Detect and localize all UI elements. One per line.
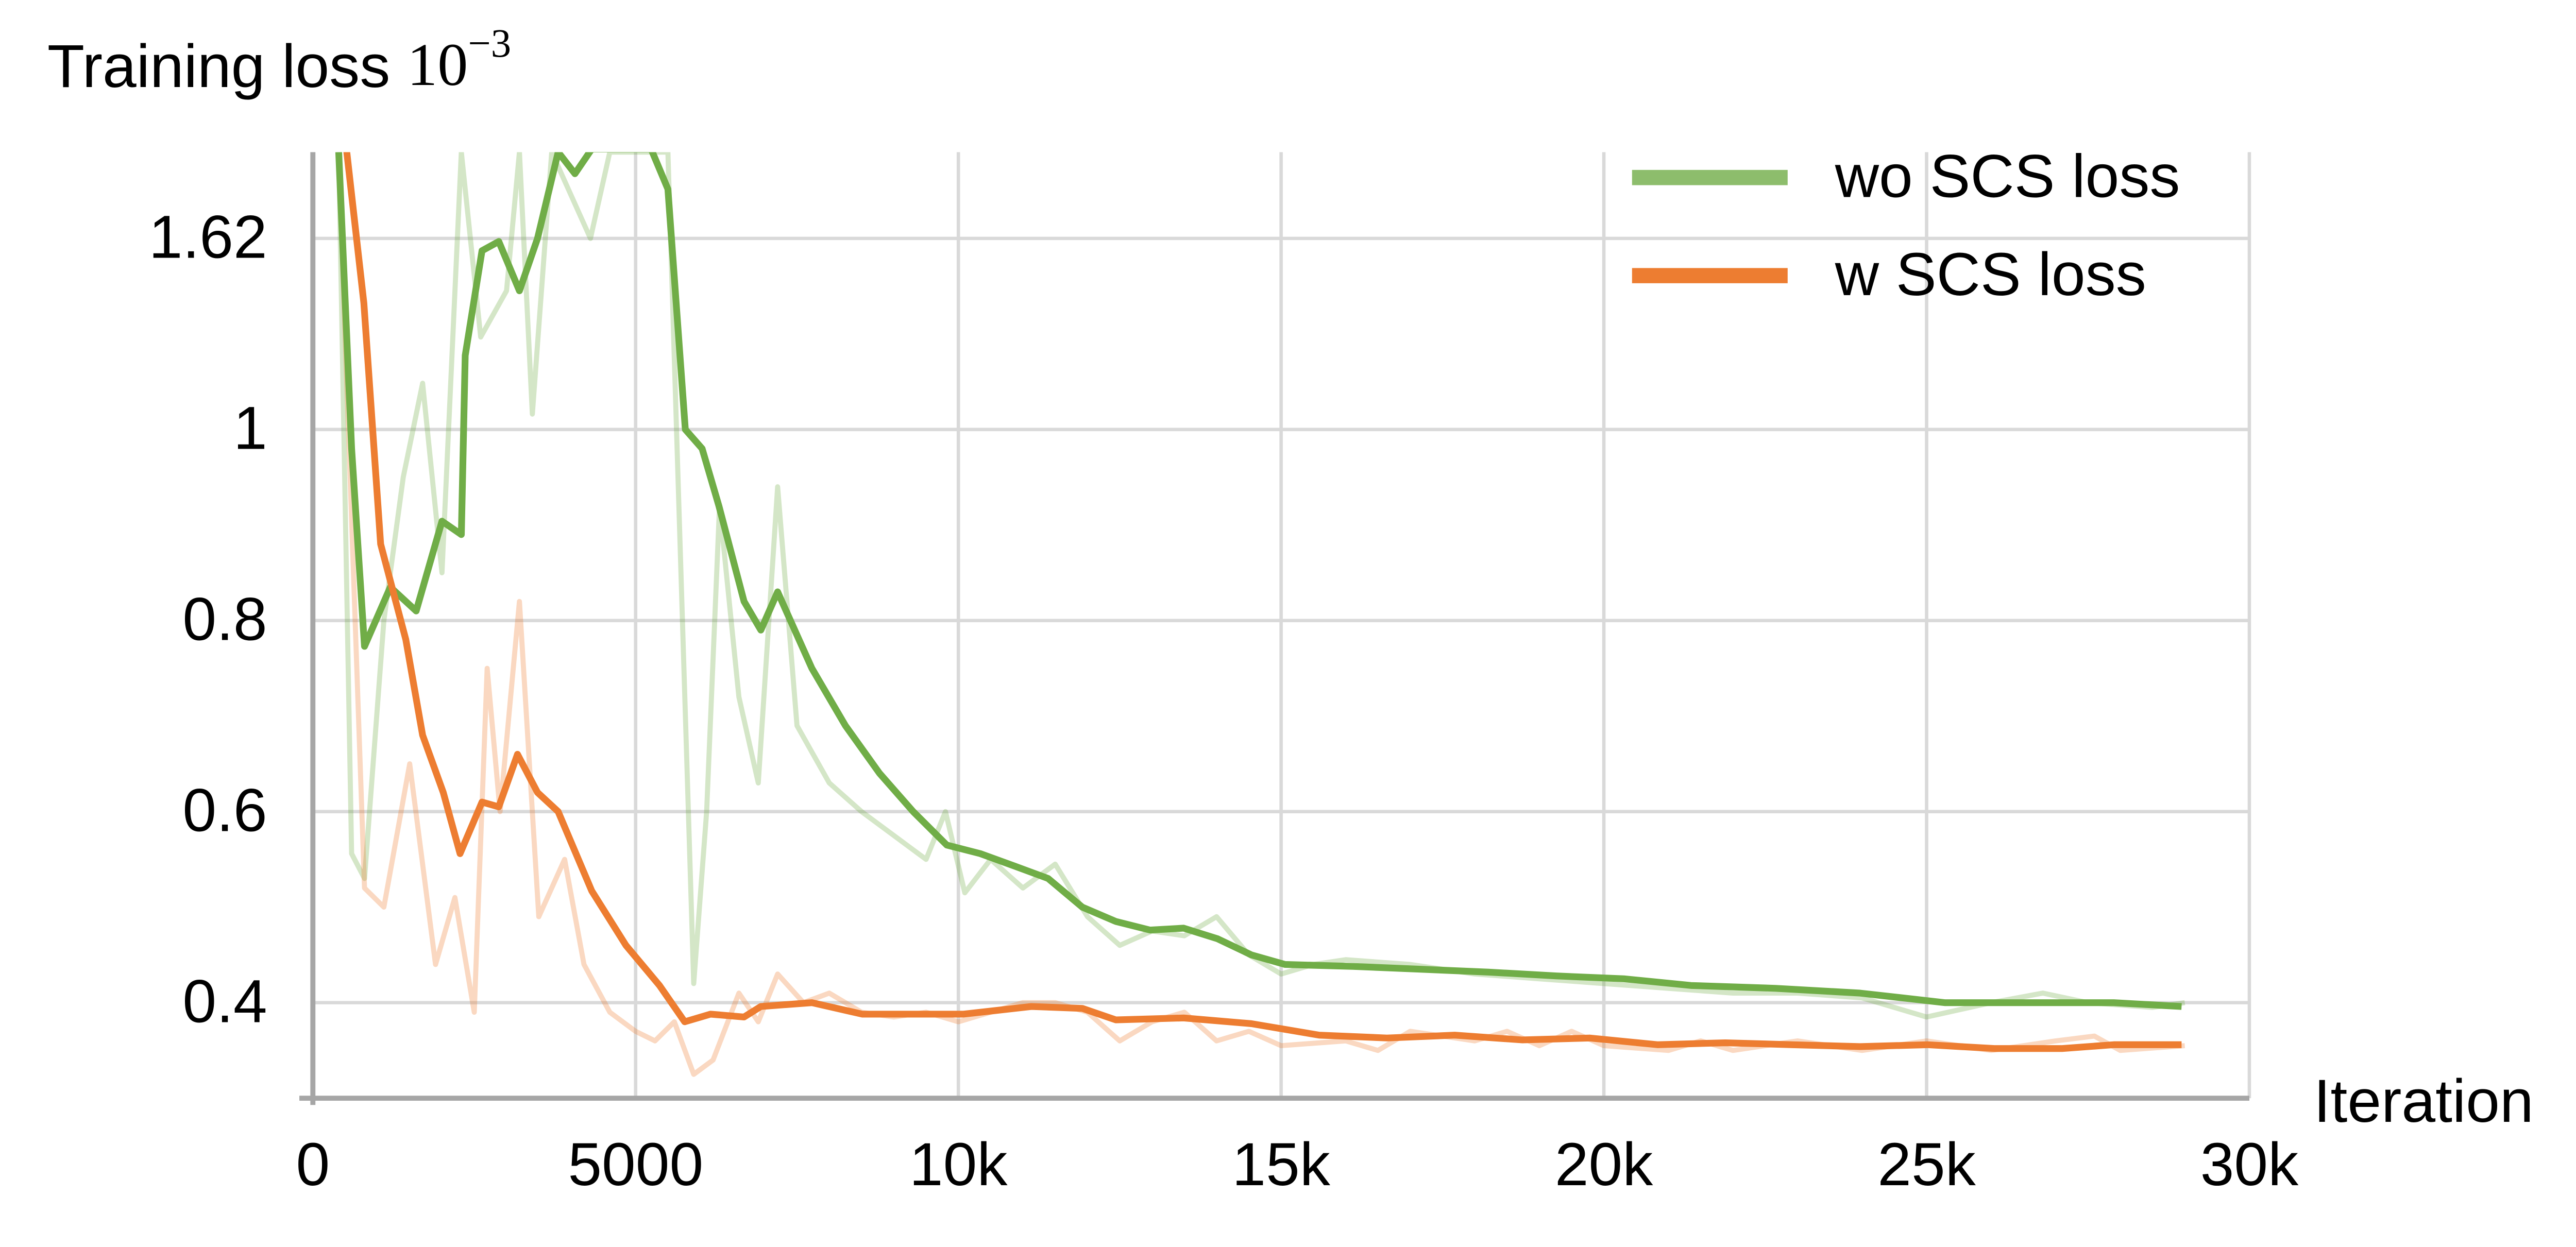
series-line [343, 152, 2182, 1052]
y-tick-label: 0.6 [182, 776, 267, 844]
legend: wo SCS loss w SCS loss [1632, 142, 2180, 309]
x-tick-label: 25k [1877, 1131, 1976, 1199]
series-line [335, 152, 2182, 1010]
x-tick-label: 5000 [568, 1131, 703, 1199]
raw-line [336, 152, 2185, 1020]
y-tick-label: 1 [233, 395, 267, 463]
grid [313, 152, 2251, 1099]
x-tick-label: 30k [2200, 1131, 2299, 1199]
legend-label: wo SCS loss [1835, 142, 2180, 210]
y-unit-exponent: −3 [468, 21, 511, 66]
y-tick-label: 0.4 [182, 967, 267, 1035]
x-tick-label: 0 [296, 1131, 330, 1199]
y-label: Training loss [47, 32, 390, 100]
y-tick-label: 0.8 [182, 586, 267, 654]
y-axis-label: Training loss 10−3 [47, 21, 511, 100]
plot-area [335, 152, 2185, 1077]
y-tick-label: 1.62 [149, 203, 267, 271]
x-axis-label: Iteration [2314, 1067, 2534, 1135]
axes: 0.4 0.6 0.8 1 1.62 0 5000 10k 15k 20k 25k 30k [149, 152, 2299, 1199]
x-tick-label: 10k [909, 1131, 1008, 1199]
x-tick-label: 15k [1232, 1131, 1330, 1199]
y-unit-base: 10 [407, 31, 468, 98]
legend-label: w SCS loss [1835, 241, 2146, 309]
x-tick-label: 20k [1555, 1131, 1653, 1199]
